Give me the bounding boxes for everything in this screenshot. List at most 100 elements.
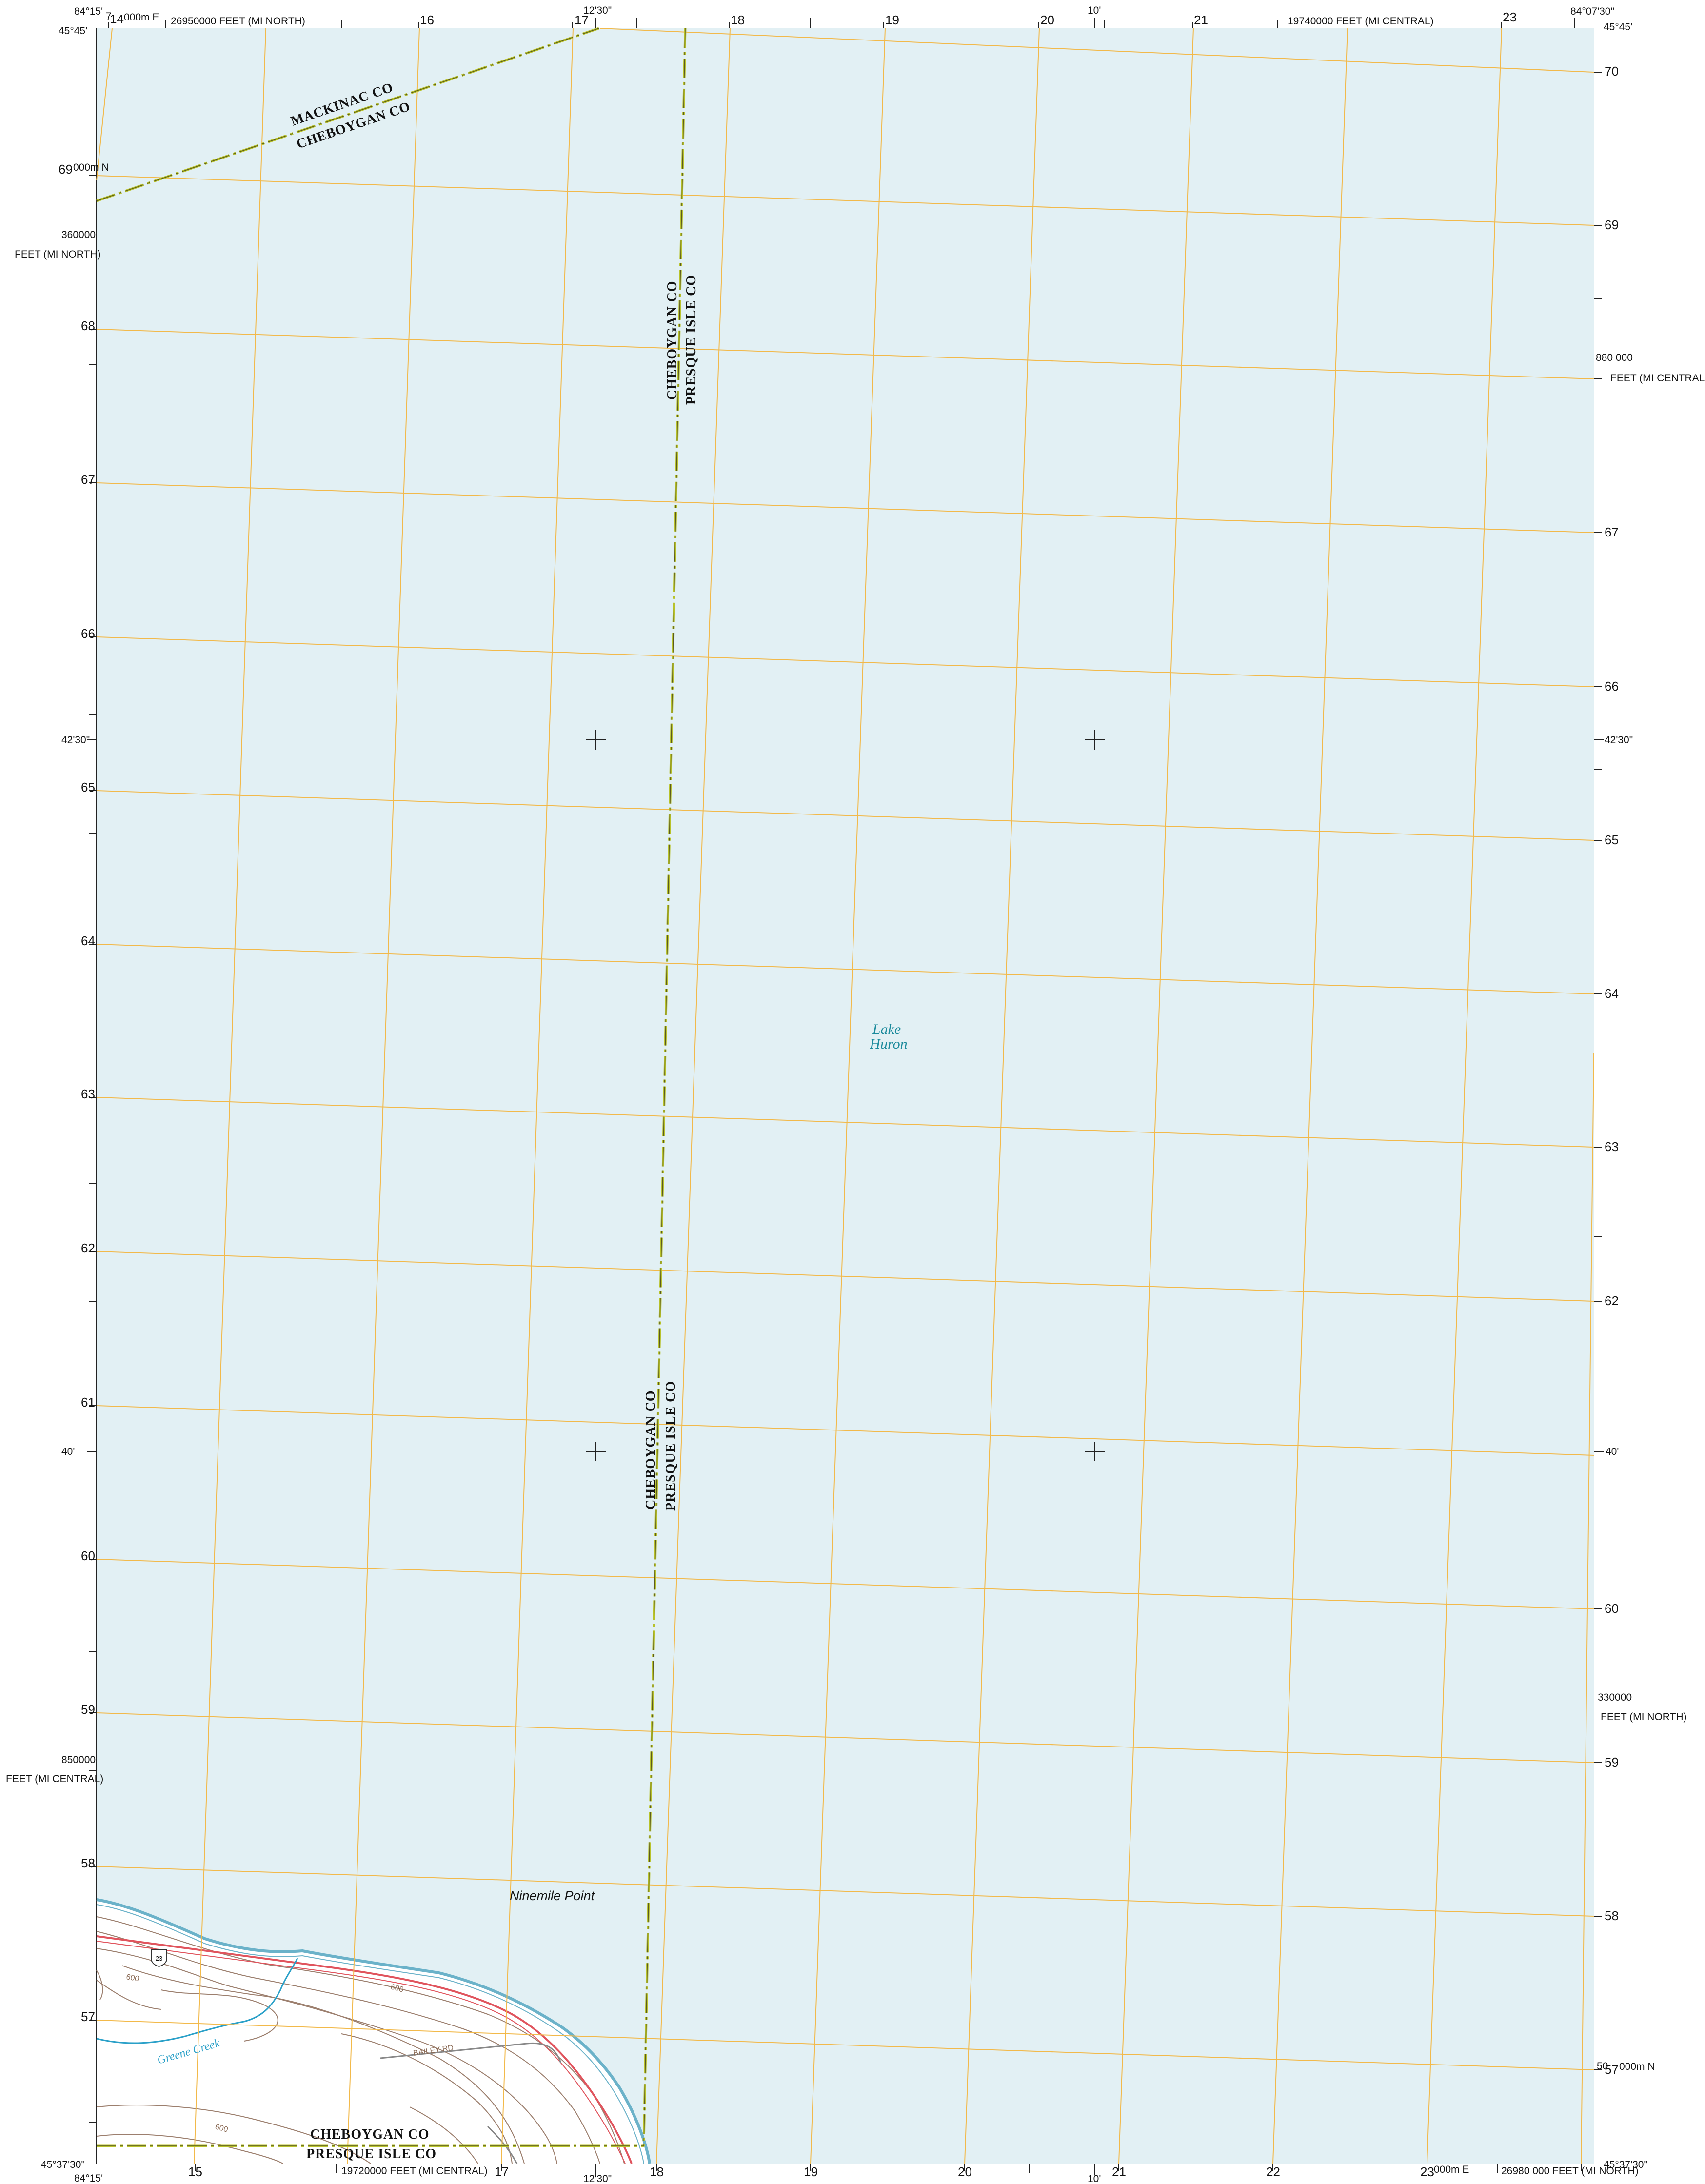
left-lat-42-30: 42'30" [61, 735, 90, 746]
right-feet-north-unit: FEET (MI NORTH) [1601, 1711, 1687, 1723]
corner-top-right-lon: 84°07'30" [1570, 6, 1614, 17]
right-feet-central-value: 880 000 [1596, 352, 1633, 363]
left-northing-68: 68 [81, 318, 95, 333]
county-label-cheboygan-bottom: CHEBOYGAN CO [310, 2127, 430, 2142]
left-northing-57: 57 [81, 2009, 95, 2024]
bottom-feet-mi-north: 26980 000 FEET (MI NORTH) [1501, 2165, 1639, 2177]
corner-top-right-lat: 45°45' [1604, 21, 1632, 33]
bottom-easting-15: 15 [188, 2164, 202, 2179]
left-feet-central-unit: FEET (MI CENTRAL) [6, 1773, 103, 1785]
road-us-23 [96, 1935, 633, 2164]
top-easting-17: 17 [575, 13, 589, 27]
right-feet-north-value: 330000 [1598, 1692, 1632, 1703]
corner-bottom-right-lat: 45°37'30" [1604, 2159, 1647, 2170]
left-northing-58: 58 [81, 1856, 95, 1870]
shoreline [96, 1898, 651, 2164]
bottom-feet-mi-central: 19720000 FEET (MI CENTRAL) [341, 2165, 488, 2177]
top-easting-14: 14 [110, 12, 124, 26]
bottom-easting-18: 18 [650, 2164, 664, 2179]
contour-label-1: 600 [125, 1973, 139, 1983]
lake-water [97, 28, 1594, 2164]
county-label-presque-isle-bottom: PRESQUE ISLE CO [306, 2146, 436, 2162]
utm-grid [96, 28, 1594, 2164]
greene-creek [96, 1958, 298, 2044]
bottom-easting-23: 23 [1420, 2164, 1434, 2179]
county-label-presque-isle-south: PRESQUE ISLE CO [663, 1381, 678, 1511]
corner-top-left-lon: 84°15' [74, 6, 103, 17]
top-feet-mi-central: 19740000 FEET (MI CENTRAL) [1288, 16, 1434, 27]
shoreline-inner [96, 1904, 644, 2164]
left-northing-66: 66 [81, 626, 95, 641]
county-label-presque-isle-north: PRESQUE ISLE CO [684, 275, 699, 405]
left-northing-63: 63 [81, 1087, 95, 1101]
right-northing-66: 66 [1605, 679, 1619, 694]
top-lon-10: 10' [1088, 5, 1101, 16]
top-easting-14-suffix: 000m E [124, 12, 159, 23]
left-northing-69-suffix: 000m N [73, 162, 109, 173]
left-northing-61: 61 [81, 1395, 95, 1410]
corner-bottom-left-lat: 45°37'30" [41, 2159, 85, 2170]
land-area [97, 1900, 650, 2164]
right-feet-central-unit: FEET (MI CENTRAL) [1610, 373, 1705, 384]
left-northing-64: 64 [81, 933, 95, 948]
water-name-line2: Huron [869, 1036, 907, 1052]
top-easting-16: 16 [420, 13, 434, 27]
left-northing-67: 67 [81, 472, 95, 487]
left-lat-40: 40' [61, 1446, 75, 1457]
right-northing-67: 67 [1605, 525, 1619, 539]
county-label-cheboygan-south: CHEBOYGAN CO [643, 1390, 658, 1509]
left-feet-central-value: 850000 [61, 1754, 96, 1766]
right-northing-57-suffix: 000m N [1619, 2061, 1655, 2072]
right-northing-65: 65 [1605, 833, 1619, 847]
county-boundaries-dark [96, 28, 686, 2146]
bottom-easting-23-suffix: 000m E [1434, 2164, 1469, 2175]
left-northing-62: 62 [81, 1241, 95, 1255]
top-easting-20: 20 [1040, 13, 1054, 27]
route-shield-number: 23 [156, 1955, 162, 1962]
left-northing-60: 60 [81, 1549, 95, 1563]
left-northing-65: 65 [81, 780, 95, 794]
right-northing-63: 63 [1605, 1139, 1619, 1154]
right-lat-42-30: 42'30" [1605, 735, 1633, 746]
left-northing-59: 59 [81, 1702, 95, 1717]
right-northing-69: 69 [1605, 218, 1619, 232]
left-feet-north-unit: FEET (MI NORTH) [15, 249, 101, 260]
corner-bottom-left-lon: 84°15' [74, 2173, 103, 2184]
top-lon-12-30: 12'30" [583, 5, 612, 16]
right-prefix-50: 50 [1597, 2061, 1608, 2072]
top-easting-21: 21 [1194, 13, 1208, 27]
right-northing-70: 70 [1605, 64, 1619, 79]
left-northing-69: 69 [59, 162, 73, 177]
contour-label-2: 600 [390, 1983, 404, 1994]
road-bailey [380, 2042, 562, 2064]
bottom-lon-12-30: 12'30" [583, 2173, 612, 2184]
us-route-shield: 23 [151, 1949, 167, 1967]
corner-top-left-lat: 45°45' [59, 25, 87, 37]
right-northing-64: 64 [1605, 986, 1619, 1001]
right-northing-58: 58 [1605, 1908, 1619, 1923]
right-northing-62: 62 [1605, 1293, 1619, 1308]
top-feet-mi-north: 26950000 FEET (MI NORTH) [171, 16, 305, 27]
water-name-line1: Lake [872, 1021, 901, 1037]
graticule-crosses [586, 730, 1105, 1461]
right-lat-40: 40' [1606, 1446, 1619, 1457]
top-easting-23: 23 [1503, 10, 1517, 24]
bottom-easting-19: 19 [804, 2164, 818, 2179]
bottom-easting-21: 21 [1112, 2164, 1126, 2179]
top-easting-19: 19 [885, 13, 899, 27]
bottom-lon-10: 10' [1088, 2173, 1101, 2184]
bottom-easting-17: 17 [495, 2164, 509, 2179]
bottom-easting-22: 22 [1266, 2164, 1280, 2179]
contour-label-3: 600 [214, 2123, 229, 2134]
left-feet-north-value: 360000 [61, 229, 96, 240]
edge-ticks [87, 18, 1604, 2175]
bottom-easting-20: 20 [958, 2164, 972, 2179]
top-easting-18: 18 [731, 13, 745, 27]
place-ninemile-point: Ninemile Point [510, 1888, 595, 1903]
right-northing-57: 57 [1605, 2062, 1619, 2077]
right-northing-60: 60 [1605, 1601, 1619, 1616]
top-easting-14-prefix: 7 [106, 11, 112, 22]
right-northing-59: 59 [1605, 1755, 1619, 1769]
county-label-cheboygan-north: CHEBOYGAN CO [665, 280, 680, 400]
